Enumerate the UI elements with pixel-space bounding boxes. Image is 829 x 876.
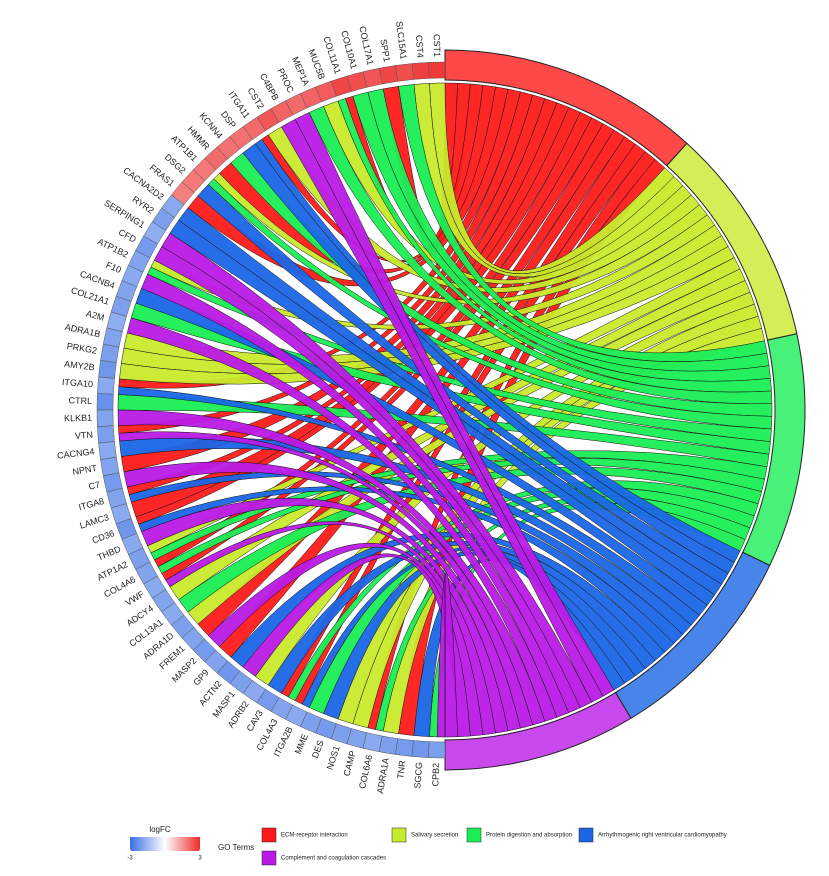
gene-label: DSP (219, 109, 238, 130)
gene-label: COL21A1 (70, 285, 111, 307)
gene-label: LAMC3 (78, 512, 110, 531)
legend-swatch (578, 827, 594, 843)
gene-box (411, 740, 430, 758)
gene-label: A2M (85, 308, 105, 322)
gene-label: SPP1 (378, 38, 392, 62)
gene-box (428, 741, 446, 759)
gene-label: PROC (275, 67, 296, 95)
gene-label: MME (293, 732, 310, 755)
gene-label: COL6A6 (357, 754, 374, 790)
gene-box (411, 62, 430, 80)
gene-label: CD36 (91, 528, 116, 545)
gene-box (98, 360, 117, 379)
gene-label: COL17A1 (357, 25, 375, 66)
gene-box (395, 738, 414, 757)
gene-box (97, 376, 115, 395)
ribbons (117, 82, 773, 738)
gene-label: CST1 (432, 34, 443, 57)
legend-label: Arrhythmogenic right ventricular cardiom… (598, 833, 727, 839)
gene-label: CAMP (341, 750, 357, 778)
gene-box (97, 425, 115, 444)
legend-swatch (466, 827, 482, 843)
gene-label: PRKG2 (66, 341, 98, 356)
gene-label: SGCG (412, 762, 424, 789)
term-arc (666, 142, 798, 341)
legend-swatch (391, 827, 407, 843)
legend-label: Protein digestion and absorption (486, 833, 572, 839)
gene-box (96, 393, 114, 411)
legend-label: ECM-receptor interaction (281, 833, 348, 839)
gene-label: CACNG4 (57, 446, 95, 460)
gene-label: NPNT (72, 463, 98, 477)
gene-label: ADRA1A (375, 757, 391, 794)
gene-box (428, 61, 446, 79)
term-arc (614, 551, 771, 719)
gene-box (96, 409, 114, 427)
gene-label: NOS1 (325, 745, 342, 771)
gene-box (102, 327, 123, 348)
gene-label: VWF (124, 589, 147, 608)
gene-label: RYR2 (130, 194, 155, 216)
term-arc (444, 49, 688, 167)
gene-box (100, 456, 120, 477)
gene-label: CPB2 (430, 763, 441, 787)
legend-swatch (261, 827, 277, 843)
gene-label: ADRA1B (64, 322, 101, 339)
terms-legend-title: GO Terms (218, 843, 254, 852)
gene-box (395, 63, 414, 82)
gene-label: MUC5B (307, 48, 327, 81)
color-scale (130, 837, 200, 851)
legend-title: logFC (149, 825, 171, 834)
legend-label: Complement and coagulation cascades (281, 856, 386, 862)
gene-box (378, 65, 399, 85)
gene-label: ITGA8 (77, 496, 105, 512)
gene-label: GP9 (191, 667, 211, 687)
gene-label: CFD (117, 227, 138, 245)
gene-label: CAV3 (245, 708, 265, 733)
gene-label: SLC15A1 (394, 21, 409, 60)
gene-box (362, 732, 383, 753)
gene-label: DES (310, 739, 326, 760)
gene-label: VTN (75, 430, 94, 441)
gene-box (98, 441, 117, 460)
gene-label: CTRL (68, 395, 92, 406)
term-arc (742, 333, 806, 566)
gene-label: F10 (105, 260, 123, 275)
gene-label: KLKB1 (64, 413, 92, 424)
scale-tick-label: -3 (127, 856, 133, 862)
scale-tick-label: 3 (198, 856, 202, 862)
gene-label: ITGA10 (62, 377, 94, 389)
gene-box (378, 735, 399, 755)
ribbon (436, 573, 458, 738)
gene-label: THBD (96, 544, 123, 563)
gene-label: CST4 (414, 35, 426, 59)
legend-label: Salivary secretion (411, 833, 458, 839)
gene-label: TNR (395, 759, 407, 779)
gene-label: CACNB4 (79, 269, 117, 291)
gene-label: AMY2B (64, 359, 95, 373)
term-arc (444, 691, 632, 771)
gene-label: CST2 (246, 86, 267, 111)
gene-label: C7 (88, 480, 101, 492)
gene-label: COL10A1 (339, 29, 359, 70)
legend-swatch (261, 850, 277, 866)
gene-box (100, 343, 120, 364)
